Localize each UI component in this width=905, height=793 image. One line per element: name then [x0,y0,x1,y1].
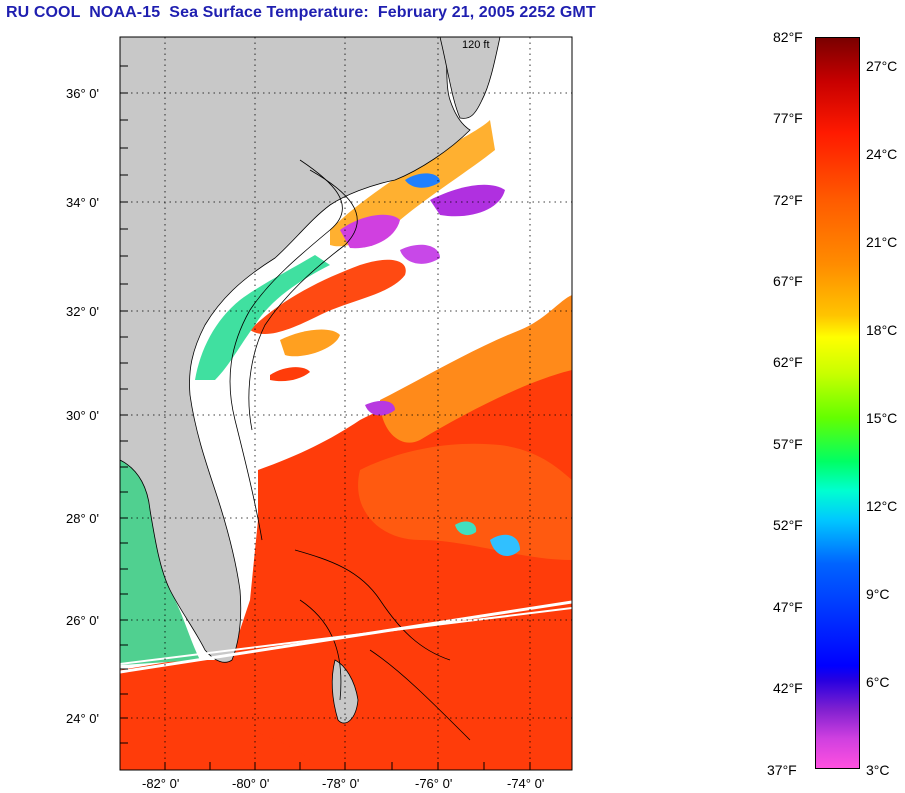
lat-label: 34° 0' [66,195,99,210]
gulf-stream-band-3 [270,367,310,382]
fahrenheit-label: 52°F [773,517,803,533]
fahrenheit-label: 77°F [773,110,803,126]
fahrenheit-label: 62°F [773,354,803,370]
map-frame [119,36,573,771]
fahrenheit-label: 67°F [773,273,803,289]
lon-label: -74° 0' [507,776,544,791]
lat-label: 26° 0' [66,613,99,628]
lat-label: 24° 0' [66,711,99,726]
celsius-label: 3°C [866,762,890,778]
celsius-label: 6°C [866,674,890,690]
fahrenheit-label: 37°F [767,762,797,778]
warm-water-south [120,728,320,770]
celsius-label: 18°C [866,322,898,338]
celsius-label: 24°C [866,146,898,162]
lon-label: -76° 0' [415,776,452,791]
cool-patch-4 [455,521,477,536]
lon-label: -82° 0' [142,776,179,791]
contour-label: 120 ft [462,39,490,51]
cold-patch-4 [365,400,395,416]
celsius-label: 15°C [866,410,898,426]
fahrenheit-label: 82°F [773,29,803,45]
fahrenheit-label: 72°F [773,192,803,208]
swath-edge-2 [120,607,572,665]
cool-shelf-water [195,255,330,380]
gulf-stream-band-2 [280,329,340,357]
cold-patch-2 [430,184,505,217]
depth-contour [229,159,343,541]
fahrenheit-label: 42°F [773,680,803,696]
lon-label: -78° 0' [322,776,359,791]
cold-patch [340,214,400,249]
axis-ticks [120,65,531,770]
lon-label: -80° 0' [232,776,269,791]
celsius-label: 9°C [866,586,890,602]
land-florida-georgia-carolinas [120,37,471,663]
cold-patch-3 [400,244,440,264]
lat-label: 36° 0' [66,86,99,101]
depth-contour-2 [248,169,358,431]
celsius-label: 21°C [866,234,898,250]
moderate-water-region [380,295,572,443]
land-outer-banks [439,37,501,119]
cool-patch [405,173,440,188]
map-title: RU COOL NOAA-15 Sea Surface Temperature:… [6,4,596,21]
temperature-colorbar [815,37,860,769]
lat-label: 32° 0' [66,304,99,319]
moderate-water-region-2 [358,443,572,560]
fahrenheit-label: 47°F [773,599,803,615]
fahrenheit-label: 57°F [773,436,803,452]
lat-label: 28° 0' [66,511,99,526]
cool-patch-3 [490,534,520,556]
celsius-label: 27°C [866,58,898,74]
gulf-stream-band [250,259,406,335]
lat-label: 30° 0' [66,408,99,423]
celsius-label: 12°C [866,498,898,514]
